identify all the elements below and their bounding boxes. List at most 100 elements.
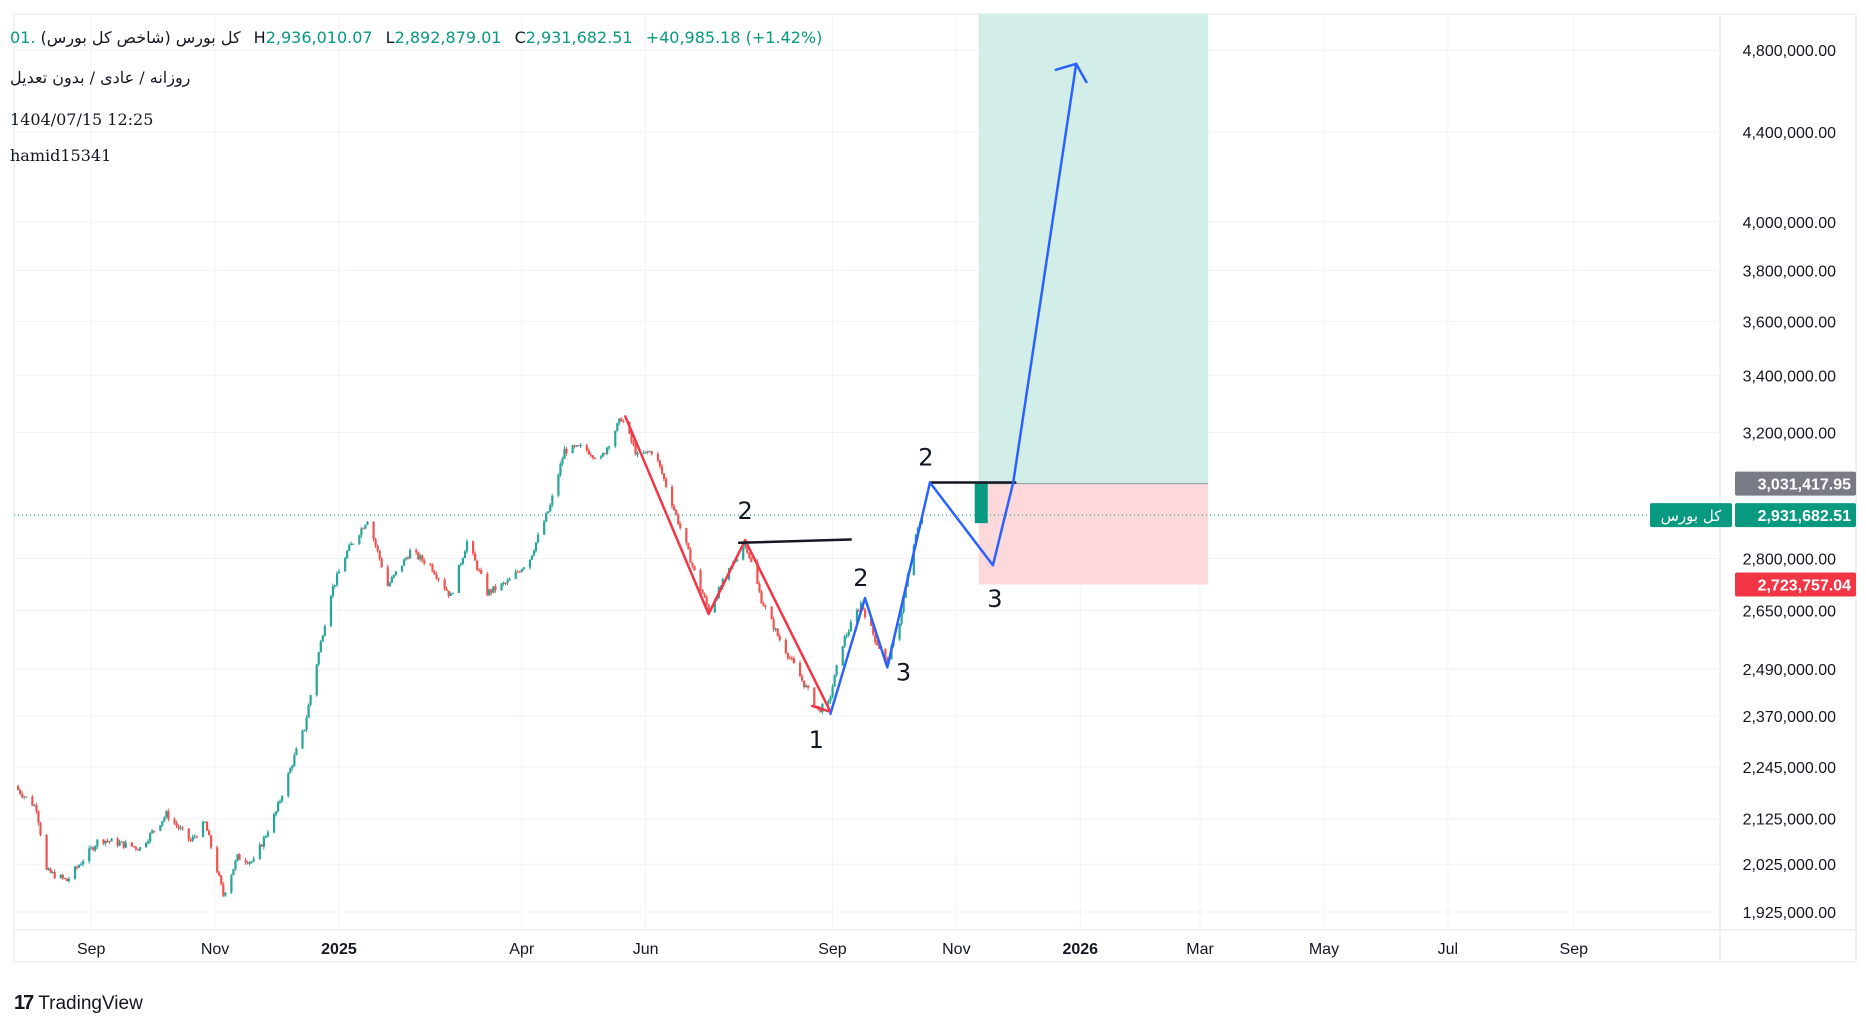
candle-body	[250, 861, 253, 863]
candle-body	[132, 846, 136, 848]
candle-body	[147, 841, 150, 844]
candle-body	[547, 511, 550, 514]
candle-body	[23, 796, 26, 798]
candle-body	[120, 841, 123, 843]
candle-body	[238, 854, 241, 860]
candle-body	[45, 834, 48, 870]
interval-info: روزانه / عادی / بدون تعدیل	[10, 68, 191, 87]
time-tick-label: May	[1309, 941, 1339, 958]
candle-body	[372, 521, 375, 540]
candle-body	[646, 451, 649, 453]
neckline-low	[737, 538, 853, 545]
candle-body	[675, 509, 678, 515]
candle-body	[96, 839, 99, 847]
candle-body	[258, 844, 261, 859]
price-tick-label: 4,000,000.00	[1743, 215, 1837, 232]
candle-body	[380, 558, 383, 568]
candle-body	[788, 657, 792, 659]
price-tick-label: 2,370,000.00	[1743, 709, 1837, 726]
candle-body	[246, 862, 249, 864]
candle-body	[360, 528, 363, 536]
candle-body	[691, 562, 694, 566]
candle-body	[260, 844, 263, 847]
wave-label: 1	[809, 726, 824, 754]
candle-body	[480, 570, 483, 574]
candle-body	[307, 704, 310, 718]
candle-body	[813, 687, 816, 706]
candle-body	[364, 524, 367, 529]
candle-body	[841, 646, 844, 666]
wave-label: 2	[738, 497, 753, 525]
candle-body	[703, 593, 706, 598]
entry-candle	[974, 483, 988, 524]
brand-name: TradingView	[38, 992, 143, 1014]
candlestick-series	[17, 417, 988, 898]
candle-body	[520, 569, 523, 572]
candle-body	[289, 768, 292, 774]
candle-body	[859, 602, 863, 611]
candle-body	[756, 561, 759, 584]
symbol-tag-bg	[1650, 503, 1732, 528]
candle-body	[855, 610, 859, 623]
candle-body	[849, 622, 852, 632]
candle-body	[451, 592, 454, 594]
symbol-tag-text: کل بورس	[1661, 507, 1723, 525]
candle-body	[130, 842, 133, 847]
candle-body	[161, 820, 164, 826]
price-axis[interactable]: 4,800,000.00 4,400,000.00 4,000,000.00 3,80…	[1650, 43, 1856, 922]
candle-body	[262, 837, 266, 847]
candle-body	[244, 859, 247, 863]
profit-zone	[978, 14, 1209, 484]
time-tick-label: Sep	[77, 941, 106, 958]
candle-body	[216, 847, 219, 873]
candle-body	[748, 552, 751, 558]
candle-body	[366, 521, 369, 525]
candle-body	[798, 663, 802, 677]
candle-body	[878, 645, 881, 649]
candle-body	[644, 451, 647, 453]
open-value: .01	[10, 28, 36, 47]
candle-body	[829, 696, 832, 701]
candle-body	[443, 579, 446, 589]
candle-body	[104, 840, 107, 844]
candle-body	[536, 534, 540, 543]
candle-body	[494, 586, 497, 591]
candle-body	[417, 552, 420, 560]
time-tick-label: Mar	[1186, 941, 1214, 958]
time-axis[interactable]: Sep Nov 2025 Apr Jun Sep Nov 2026 Mar May Jul Sep	[77, 941, 1588, 958]
candle-body	[409, 550, 412, 559]
candle-body	[266, 832, 270, 837]
high-value: 2,936,010.07	[265, 28, 373, 47]
candle-body	[561, 458, 564, 465]
candle-body	[31, 796, 34, 806]
candle-body	[281, 796, 284, 801]
symbol-name[interactable]: کل بورس (شاخص کل بورس)	[40, 28, 241, 47]
candle-body	[193, 836, 196, 838]
candle-body	[25, 796, 28, 798]
candle-body	[664, 478, 668, 487]
candle-body	[352, 543, 355, 545]
candle-body	[599, 456, 603, 459]
candle-body	[673, 506, 676, 510]
candle-body	[390, 577, 393, 583]
candle-body	[528, 559, 532, 568]
candle-body	[642, 452, 645, 454]
candle-body	[421, 555, 424, 561]
time-tick-label: Nov	[942, 941, 970, 958]
candle-body	[563, 448, 566, 459]
candle-body	[662, 473, 666, 479]
candle-body	[559, 464, 562, 475]
price-tick-label: 2,650,000.00	[1743, 603, 1837, 620]
candle-body	[177, 825, 180, 829]
tradingview-brand[interactable]: 17 TradingView	[14, 992, 143, 1015]
candle-body	[331, 586, 335, 596]
candle-body	[445, 588, 448, 591]
candle-body	[376, 545, 379, 551]
candle-body	[201, 822, 205, 837]
candle-body	[407, 557, 410, 559]
candle-body	[693, 565, 696, 571]
candle-body	[252, 858, 255, 862]
candle-body	[218, 872, 221, 876]
candle-body	[205, 821, 209, 831]
